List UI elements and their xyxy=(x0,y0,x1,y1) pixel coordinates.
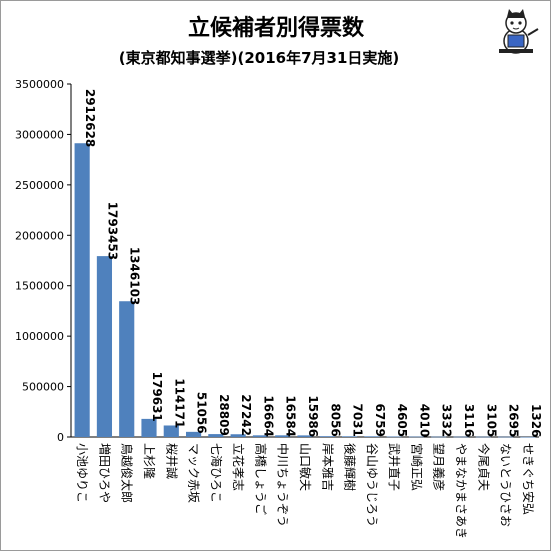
bar xyxy=(386,436,402,438)
bar xyxy=(364,436,380,437)
y-tick-label: 2500000 xyxy=(15,179,64,192)
bar xyxy=(497,436,514,438)
data-label: 6759 xyxy=(373,404,387,437)
data-label: 2912628 xyxy=(83,89,97,147)
x-category-label: 七海ひろこ xyxy=(209,443,224,503)
x-category-label: 山口敏夫 xyxy=(298,443,313,491)
bar xyxy=(230,434,246,437)
y-tick-label: 0 xyxy=(57,431,64,444)
bar xyxy=(252,435,269,437)
x-category-label: 谷山ゆうじろう xyxy=(365,443,379,527)
data-label: 3105 xyxy=(484,404,498,437)
bar xyxy=(475,436,491,438)
x-category-label: 鳥越俊太郎 xyxy=(120,443,135,503)
x-category-label: 増田ひろや xyxy=(97,443,111,503)
data-label: 1793453 xyxy=(105,202,119,260)
chart-subtitle: (東京都知事選挙)(2016年7月31日実施) xyxy=(119,49,399,67)
y-tick-label: 1500000 xyxy=(15,280,64,293)
y-tick-label: 3000000 xyxy=(15,128,64,141)
data-label: 3116 xyxy=(462,404,476,437)
bar xyxy=(208,434,224,437)
data-label: 51056 xyxy=(195,392,209,434)
bar xyxy=(431,436,447,438)
x-category-label: 立花孝志 xyxy=(231,443,246,491)
y-tick-label: 3500000 xyxy=(15,78,64,91)
data-label: 179631 xyxy=(150,372,164,422)
data-label: 16664 xyxy=(261,395,275,437)
bar xyxy=(141,418,157,437)
bar xyxy=(520,436,536,438)
x-category-label: ないとうひさお xyxy=(499,443,513,527)
x-category-label: 上杉隆 xyxy=(142,443,157,479)
x-category-label: せきぐち安弘 xyxy=(521,443,536,515)
data-label: 28809 xyxy=(217,394,231,436)
data-label: 8056 xyxy=(328,403,342,436)
data-label: 7031 xyxy=(351,403,365,436)
x-category-label: 今尾貞夫 xyxy=(476,443,491,491)
x-category-label: 高橋しょうご xyxy=(253,443,268,515)
bar xyxy=(96,256,113,437)
bar xyxy=(275,435,291,437)
data-label: 4010 xyxy=(417,404,431,437)
x-category-label: やまなかまさあき xyxy=(454,443,468,539)
bar xyxy=(74,143,90,437)
data-label: 1346103 xyxy=(128,247,142,305)
bar xyxy=(119,301,135,437)
chart-title: 立候補者別得票数 xyxy=(188,15,365,41)
data-label: 15986 xyxy=(306,395,320,437)
cat-mascot-icon xyxy=(499,9,539,54)
x-category-label: 宮崎正弘 xyxy=(409,443,424,491)
x-category-label: マック赤坂 xyxy=(187,443,201,503)
x-category-label: 岸本雅吉 xyxy=(320,443,335,491)
data-labels-group: 2912628 1793453 1346103 179631 114171 51056 28… xyxy=(83,89,543,438)
x-category-label: 小池ゆりこ xyxy=(75,443,89,503)
bar xyxy=(163,425,179,437)
bar xyxy=(453,436,469,438)
y-tick-label: 500000 xyxy=(22,381,64,394)
bar xyxy=(297,435,313,437)
x-category-label: 後藤輝樹 xyxy=(343,443,357,491)
bar xyxy=(408,436,425,438)
x-axis-labels-group: 小池ゆりこ 増田ひろや 鳥越俊太郎 上杉隆 桜井誠 マック赤坂 七海ひろこ 立花孝志 高橋しょう… xyxy=(75,443,536,539)
x-category-label: 中川ちょうぞう xyxy=(276,443,291,527)
bar xyxy=(319,436,335,437)
y-tick-label: 1000000 xyxy=(15,330,64,343)
bar xyxy=(341,436,358,437)
data-label: 16584 xyxy=(284,395,298,437)
data-label: 27242 xyxy=(239,394,253,436)
x-category-label: 桜井誠 xyxy=(164,443,178,479)
data-label: 2695 xyxy=(507,404,521,437)
x-category-label: 武井直子 xyxy=(387,443,401,491)
data-label: 3332 xyxy=(440,404,454,437)
data-label: 4605 xyxy=(395,404,409,437)
bar xyxy=(185,431,202,437)
y-tick-label: 2000000 xyxy=(15,229,64,242)
x-category-label: 望月義彦 xyxy=(432,443,447,491)
y-axis-ticks: 0 500000 1000000 1500000 2000000 2500000 30000… xyxy=(15,78,71,444)
data-label: 114171 xyxy=(172,378,186,428)
bars-group xyxy=(74,143,536,438)
data-label: 1326 xyxy=(529,404,543,437)
